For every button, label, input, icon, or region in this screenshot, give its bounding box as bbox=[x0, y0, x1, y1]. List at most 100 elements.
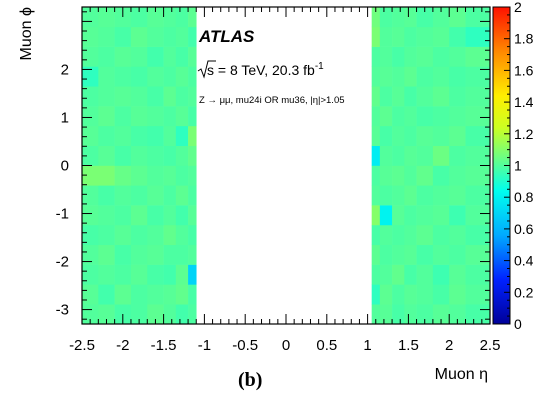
heatmap-cell-positive-eta bbox=[404, 125, 417, 146]
x-tick-label: -1.5 bbox=[151, 337, 177, 354]
colorbar-tick-label: 2 bbox=[514, 0, 522, 15]
heatmap-cell-positive-eta bbox=[449, 165, 466, 186]
heatmap-cell-negative-eta bbox=[188, 86, 197, 107]
heatmap-cell-negative-eta bbox=[82, 86, 99, 107]
heatmap-cell-positive-eta bbox=[379, 304, 393, 325]
y-tick-label: 1 bbox=[61, 109, 69, 126]
heatmap-cell-positive-eta bbox=[432, 145, 450, 166]
heatmap-cell-negative-eta bbox=[147, 46, 164, 67]
heatmap-cell-negative-eta bbox=[130, 224, 148, 246]
heatmap-cell-positive-eta bbox=[416, 46, 434, 67]
heatmap-cell-positive-eta bbox=[392, 86, 405, 107]
heatmap-cell-negative-eta bbox=[130, 304, 148, 325]
heatmap-cell-negative-eta bbox=[163, 46, 177, 67]
panel-label: (b) bbox=[238, 369, 262, 391]
heatmap-cell-positive-eta bbox=[371, 185, 381, 206]
heatmap-cell-positive-eta bbox=[392, 66, 405, 87]
svg-text:s = 8 TeV, 20.3 fb-1: s = 8 TeV, 20.3 fb-1 bbox=[207, 61, 324, 78]
heatmap-cell-positive-eta bbox=[432, 26, 450, 47]
heatmap-cell-positive-eta bbox=[449, 244, 466, 265]
heatmap-cell-positive-eta bbox=[416, 66, 434, 87]
heatmap-cell-positive-eta bbox=[432, 205, 450, 226]
heatmap-cell-positive-eta bbox=[416, 106, 434, 127]
heatmap-cell-negative-eta bbox=[114, 165, 132, 186]
heatmap-cell-positive-eta bbox=[432, 224, 450, 246]
heatmap-cell-negative-eta bbox=[82, 185, 99, 206]
heatmap-cell-negative-eta bbox=[114, 145, 132, 166]
heatmap-cell-positive-eta bbox=[379, 86, 393, 107]
heatmap-cell-negative-eta bbox=[98, 304, 115, 325]
heatmap-cell-positive-eta bbox=[449, 106, 466, 127]
heatmap-cell-positive-eta bbox=[465, 165, 491, 186]
heatmap-cell-positive-eta bbox=[416, 244, 434, 265]
heatmap-cell-negative-eta bbox=[82, 145, 99, 166]
heatmap-cell-negative-eta bbox=[188, 106, 197, 127]
heatmap-cell-negative-eta bbox=[114, 264, 132, 285]
heatmap-cell-negative-eta bbox=[147, 26, 164, 47]
heatmap-cell-positive-eta bbox=[392, 244, 405, 265]
heatmap-cell-positive-eta bbox=[449, 66, 466, 87]
heatmap-cell-negative-eta bbox=[188, 244, 197, 265]
heatmap-cell-negative-eta bbox=[114, 224, 132, 246]
heatmap-cell-negative-eta bbox=[98, 205, 115, 226]
heatmap-cell-positive-eta bbox=[449, 125, 466, 146]
heatmap-cell-positive-eta bbox=[432, 165, 450, 186]
heatmap-cell-negative-eta bbox=[147, 145, 164, 166]
heatmap-cell-positive-eta bbox=[449, 26, 466, 47]
heatmap-cell-positive-eta bbox=[392, 125, 405, 146]
heatmap-cell-positive-eta bbox=[404, 46, 417, 67]
heatmap-cell-positive-eta bbox=[371, 125, 381, 146]
heatmap-cell-negative-eta bbox=[163, 264, 177, 285]
heatmap-cell-positive-eta bbox=[392, 145, 405, 166]
heatmap-cell-negative-eta bbox=[130, 264, 148, 285]
heatmap-cell-negative-eta bbox=[163, 7, 177, 28]
heatmap-cell-negative-eta bbox=[163, 125, 177, 146]
heatmap-cell-positive-eta bbox=[404, 86, 417, 107]
heatmap-cell-negative-eta bbox=[175, 284, 189, 305]
heatmap-cell-negative-eta bbox=[98, 165, 115, 186]
heatmap-cell-negative-eta bbox=[114, 284, 132, 305]
heatmap-cell-negative-eta bbox=[114, 46, 132, 67]
heatmap-cell-negative-eta bbox=[147, 205, 164, 226]
x-tick-label: 1 bbox=[363, 337, 371, 354]
heatmap-cell-positive-eta bbox=[371, 106, 381, 127]
heatmap-cell-positive-eta bbox=[371, 165, 381, 186]
heatmap-cell-negative-eta bbox=[147, 264, 164, 285]
heatmap-cell-positive-eta bbox=[379, 7, 393, 28]
heatmap-cell-negative-eta bbox=[147, 185, 164, 206]
heatmap-cell-negative-eta bbox=[82, 106, 99, 127]
heatmap-cell-positive-eta bbox=[465, 284, 491, 305]
heatmap-cell-positive-eta bbox=[404, 304, 417, 325]
y-tick-label: 2 bbox=[61, 61, 69, 78]
heatmap-cell-negative-eta bbox=[175, 264, 189, 285]
heatmap-cell-positive-eta bbox=[371, 224, 381, 246]
heatmap-cell-negative-eta bbox=[98, 125, 115, 146]
energy-lumi-label: s = 8 TeV, 20.3 fb-1 bbox=[197, 60, 324, 79]
colorbar-tick-label: 1.2 bbox=[514, 126, 534, 142]
heatmap-cell-positive-eta bbox=[416, 205, 434, 226]
heatmap-cell-negative-eta bbox=[98, 145, 115, 166]
heatmap-cell-positive-eta bbox=[379, 125, 393, 146]
heatmap-cell-negative-eta bbox=[114, 26, 132, 47]
heatmap-cell-positive-eta bbox=[371, 284, 381, 305]
heatmap-cell-negative-eta bbox=[163, 26, 177, 47]
heatmap-cell-negative-eta bbox=[130, 205, 148, 226]
heatmap-cell-negative-eta bbox=[114, 244, 132, 265]
heatmap-cell-positive-eta bbox=[432, 86, 450, 107]
heatmap-cell-positive-eta bbox=[379, 66, 393, 87]
heatmap-cell-positive-eta bbox=[465, 244, 491, 265]
heatmap-cell-negative-eta bbox=[188, 284, 197, 305]
heatmap-cell-negative-eta bbox=[130, 66, 148, 87]
atlas-label: ATLAS bbox=[198, 27, 255, 46]
heatmap-cell-negative-eta bbox=[163, 145, 177, 166]
x-tick-label: 0.5 bbox=[316, 337, 337, 354]
heatmap-cell-negative-eta bbox=[114, 66, 132, 87]
heatmap-cell-positive-eta bbox=[379, 106, 393, 127]
heatmap-cell-positive-eta bbox=[449, 304, 466, 325]
heatmap-cell-positive-eta bbox=[432, 66, 450, 87]
heatmap-cell-negative-eta bbox=[175, 185, 189, 206]
heatmap-cell-negative-eta bbox=[98, 185, 115, 206]
heatmap-cell-positive-eta bbox=[404, 264, 417, 285]
heatmap-cell-positive-eta bbox=[449, 284, 466, 305]
heatmap-cell-positive-eta bbox=[379, 46, 393, 67]
